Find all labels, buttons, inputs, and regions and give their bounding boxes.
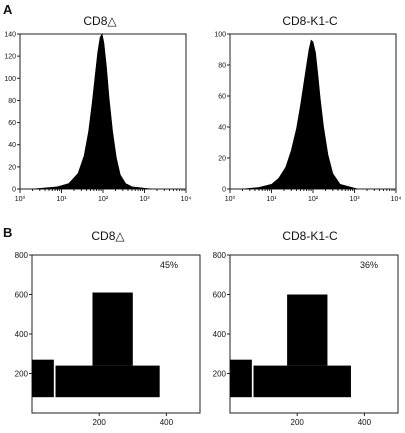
- y-tick-label: 600: [15, 291, 29, 300]
- dot1-title: CD8△: [91, 229, 125, 243]
- y-tick-label: 0: [12, 187, 16, 194]
- panel-label-a: A: [3, 2, 13, 17]
- x-tick-label: 10⁰: [15, 195, 26, 203]
- y-tick-label: 120: [4, 54, 16, 61]
- x-tick-label: 10³: [139, 196, 150, 203]
- y-tick-label: 60: [8, 120, 16, 127]
- y-tick-label: 0: [222, 187, 226, 194]
- x-tick-label: 10²: [308, 196, 319, 203]
- dot-region: [287, 294, 328, 366]
- hist2-title: CD8-K1-C: [282, 14, 338, 28]
- dot2-title: CD8-K1-C: [282, 229, 338, 243]
- dotplot-cd8-delta: 200 400 200 400 600 800: [15, 251, 201, 427]
- histogram-area: [32, 33, 152, 190]
- y-tick-label: 600: [213, 291, 227, 300]
- dot-region: [32, 359, 54, 398]
- y-tick-label: 800: [15, 251, 29, 260]
- dot-region: [92, 292, 133, 366]
- y-tick-label: 40: [218, 125, 226, 132]
- hist1-title: CD8△: [83, 14, 117, 28]
- x-tick-label: 10⁴: [181, 196, 192, 203]
- y-tick-label: 800: [213, 251, 227, 260]
- dot1-annotation: 45%: [160, 260, 178, 270]
- x-tick-label: 200: [93, 418, 107, 427]
- y-tick-label: 40: [8, 142, 16, 149]
- x-tick-label: 10⁴: [391, 196, 402, 203]
- y-tick-label: 200: [213, 370, 227, 379]
- y-tick-label: 140: [4, 32, 16, 39]
- y-tick-label: 400: [213, 330, 227, 339]
- x-tick-label: 10³: [349, 196, 360, 203]
- x-tick-label: 10¹: [266, 196, 277, 203]
- dotplot-cd8-k1-c: 200 400 200 400 600 800: [213, 251, 399, 427]
- histogram-cd8-k1-c: 10⁰ 10¹ 10² 10³ 10⁴ 0 20 40 60 80 100: [214, 32, 401, 204]
- panel-label-b: B: [3, 225, 12, 240]
- y-tick-label: 60: [218, 94, 226, 101]
- y-tick-label: 20: [8, 164, 16, 171]
- dot2-annotation: 36%: [360, 260, 378, 270]
- y-tick-label: 100: [214, 32, 226, 39]
- x-tick-label: 10¹: [56, 196, 67, 203]
- x-tick-label: 400: [358, 418, 372, 427]
- y-tick-label: 200: [15, 370, 29, 379]
- dot-region: [230, 359, 252, 398]
- histogram-cd8-delta: 10⁰ 10¹ 10² 10³ 10⁴ 0 20 40 60 80 100 120 140: [4, 32, 191, 204]
- x-tick-label: 400: [160, 418, 174, 427]
- histogram-area: [242, 39, 358, 190]
- dot-region: [55, 365, 160, 398]
- y-tick-label: 100: [4, 76, 16, 83]
- y-tick-label: 80: [8, 98, 16, 105]
- y-tick-label: 80: [218, 63, 226, 70]
- y-tick-label: 400: [15, 330, 29, 339]
- x-tick-label: 10⁰: [225, 195, 236, 203]
- x-tick-label: 10²: [98, 196, 109, 203]
- y-tick-label: 20: [218, 156, 226, 163]
- dot-region: [253, 365, 351, 398]
- x-tick-label: 200: [291, 418, 305, 427]
